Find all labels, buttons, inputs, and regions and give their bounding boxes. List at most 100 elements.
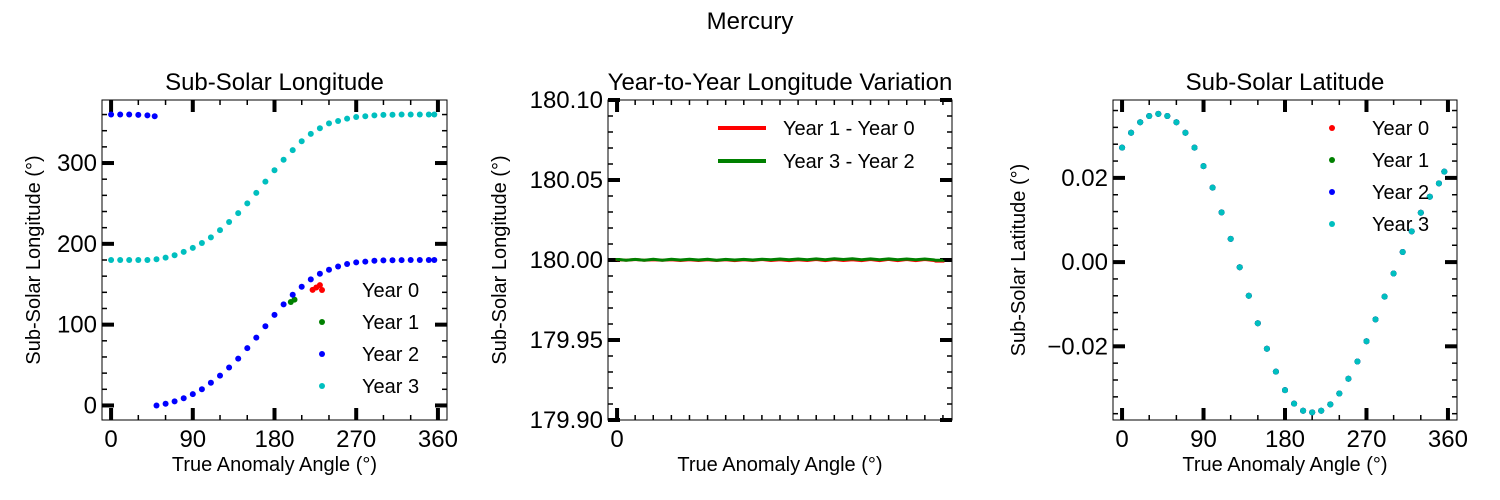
data-point xyxy=(244,345,251,352)
y-axis-label: Sub-Solar Longitude (°) xyxy=(489,155,511,364)
series-line xyxy=(615,257,945,262)
legend-marker xyxy=(1329,157,1335,163)
y-tick-label: 100 xyxy=(57,312,97,339)
data-point xyxy=(198,240,205,246)
legend-marker xyxy=(1329,189,1335,195)
data-point xyxy=(253,334,260,341)
data-point xyxy=(380,257,387,264)
x-tick-label: 0 xyxy=(1115,426,1128,453)
data-point xyxy=(289,147,296,154)
x-tick-label: 270 xyxy=(336,426,376,453)
data-point xyxy=(1155,110,1162,117)
data-point xyxy=(153,256,160,263)
data-point xyxy=(135,111,142,118)
data-point xyxy=(153,402,160,409)
data-point xyxy=(207,379,214,386)
x-tick-label: 360 xyxy=(1428,426,1468,453)
data-point xyxy=(1354,358,1361,365)
minor-ticks xyxy=(1113,100,1457,420)
x-tick-label: 180 xyxy=(1265,426,1305,453)
data-point xyxy=(271,311,278,318)
data-point xyxy=(117,257,124,263)
legend-label: Year 0 xyxy=(1372,118,1429,140)
legend: Year 1 - Year 0 Year 3 - Year 2 xyxy=(718,118,915,173)
data-point xyxy=(108,111,115,118)
legend-marker xyxy=(1329,125,1335,131)
data-point xyxy=(1363,338,1370,345)
x-tick-label: 90 xyxy=(179,426,206,453)
legend-marker xyxy=(319,383,325,389)
panel-1: 0 90 180 270 360 0 100 200 300 Sub-Solar Longitud… xyxy=(23,69,458,476)
data-point xyxy=(1390,270,1397,277)
y-tick-label: 0.02 xyxy=(1061,165,1108,192)
data-point xyxy=(244,200,251,207)
y-tick-label: 300 xyxy=(57,150,97,177)
data-point xyxy=(162,254,169,261)
legend-label: Year 1 - Year 0 xyxy=(783,118,915,140)
data-point xyxy=(1209,184,1216,191)
data-point xyxy=(1137,119,1144,126)
x-tick-label: 270 xyxy=(1346,426,1386,453)
data-point xyxy=(262,323,269,330)
data-point xyxy=(1327,401,1334,408)
x-tick-label: 90 xyxy=(1190,426,1217,453)
data-point xyxy=(425,111,432,118)
data-point xyxy=(1336,390,1343,397)
legend-label: Year 3 xyxy=(362,376,419,398)
legend-marker xyxy=(319,351,325,357)
data-point xyxy=(1227,235,1234,242)
data-point xyxy=(335,263,342,270)
data-point xyxy=(117,111,124,118)
data-point xyxy=(280,301,287,308)
data-point xyxy=(431,111,438,118)
data-point xyxy=(1345,375,1352,382)
data-point xyxy=(280,156,287,163)
legend-label: Year 2 xyxy=(1372,182,1429,204)
data-point xyxy=(353,259,360,266)
data-point xyxy=(1300,407,1307,414)
data-point xyxy=(398,111,405,118)
legend-label: Year 2 xyxy=(362,344,419,366)
legend: Year 0 Year 1 Year 2 Year 3 xyxy=(1329,118,1429,236)
panel-3: 0 90 180 270 360 −0.02 0.00 0.02 Sub-Solar Latit… xyxy=(1008,69,1468,476)
data-point xyxy=(326,120,332,127)
data-point xyxy=(1272,368,1279,375)
data-point xyxy=(298,138,305,145)
data-point xyxy=(135,257,142,263)
data-point xyxy=(217,372,223,379)
data-point xyxy=(1291,400,1298,407)
y-tick-label: 200 xyxy=(57,231,97,258)
data-point xyxy=(1236,264,1243,271)
data-point xyxy=(326,266,332,273)
x-tick-label: 0 xyxy=(610,426,623,453)
x-axis-label: True Anomaly Angle (°) xyxy=(1182,454,1387,476)
legend-marker xyxy=(319,319,325,325)
data-point xyxy=(316,125,323,132)
data-point xyxy=(144,257,151,263)
data-point xyxy=(144,112,151,119)
y-tick-label: 180.05 xyxy=(530,167,603,194)
data-point xyxy=(1164,113,1171,119)
data-point xyxy=(291,296,298,303)
legend-marker xyxy=(319,287,325,293)
data-point xyxy=(108,257,115,263)
data-point xyxy=(1426,193,1433,200)
data-point xyxy=(407,111,414,118)
y-tick-label: 179.95 xyxy=(530,327,603,354)
data-point xyxy=(389,257,396,264)
data-point xyxy=(1282,387,1288,394)
data-point xyxy=(189,244,196,251)
data-point xyxy=(162,400,169,407)
chart-title: Year-to-Year Longitude Variation xyxy=(608,69,953,96)
data-point xyxy=(1182,129,1189,136)
legend-label: Year 3 - Year 2 xyxy=(783,151,915,173)
data-point xyxy=(289,291,296,298)
data-point xyxy=(151,113,158,120)
data-point xyxy=(425,257,432,263)
data-point xyxy=(307,130,314,137)
data-point xyxy=(171,252,178,259)
data-point xyxy=(380,111,387,118)
data-point xyxy=(171,398,178,405)
legend-label: Year 0 xyxy=(362,280,419,302)
